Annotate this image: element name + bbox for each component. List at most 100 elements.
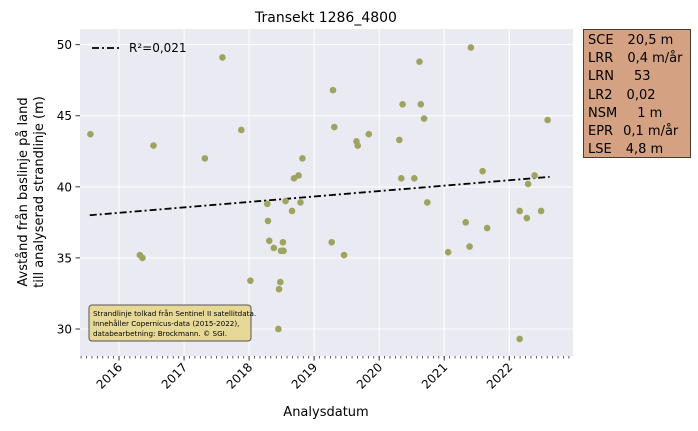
data-point	[280, 247, 287, 255]
data-point	[270, 244, 278, 252]
data-point	[516, 335, 523, 343]
data-point	[411, 174, 418, 182]
x-tick-label: 2017	[159, 360, 190, 391]
data-point	[467, 44, 475, 51]
data-point	[483, 224, 491, 232]
grid	[80, 29, 573, 356]
data-point	[275, 325, 282, 333]
data-point	[524, 180, 532, 188]
data-point	[275, 285, 283, 293]
data-point	[219, 54, 226, 61]
y-tick-label: 40	[57, 180, 72, 194]
data-point	[479, 167, 486, 175]
data-point	[299, 155, 306, 162]
stat-row-lrr: LRR 0,4 m/år	[588, 50, 686, 68]
data-point	[365, 130, 373, 138]
x-minor-ticks	[80, 356, 570, 359]
data-point	[417, 101, 425, 108]
plot-area	[80, 29, 573, 356]
data-point	[466, 243, 473, 250]
data-points	[87, 44, 551, 343]
data-point	[420, 115, 428, 122]
data-point	[523, 214, 531, 222]
y-tick-label: 50	[57, 38, 72, 52]
data-point	[537, 207, 545, 215]
source-annotation: Strandlinje tolkad från Sentinel II sate…	[88, 304, 256, 342]
data-point	[396, 136, 403, 144]
chart-title: Transekt 1286_4800	[254, 10, 397, 26]
stat-value: 0,4 m/år	[627, 51, 683, 67]
stat-label: LRN	[588, 69, 614, 85]
data-point	[544, 116, 551, 124]
x-tick-label: 2018	[224, 360, 255, 391]
data-point	[424, 199, 431, 206]
y-axis-label-line-1: Avstånd från baslinje på land	[16, 97, 31, 286]
x-tick-label: 2019	[289, 360, 320, 391]
stat-value: 1 m	[637, 105, 663, 121]
data-point	[516, 207, 523, 215]
data-point	[282, 197, 289, 205]
stat-label: SCE	[588, 33, 614, 48]
y-tick-label: 35	[57, 251, 72, 265]
x-axis: 2016 2017 2018 2019 2020 2021 2022	[94, 356, 515, 392]
data-point	[399, 101, 406, 108]
x-tick-label: 2021	[419, 360, 450, 391]
data-point	[264, 200, 271, 208]
data-point	[201, 155, 209, 162]
x-tick-label: 2016	[94, 360, 125, 391]
y-axis: 30 35 40 45 50	[57, 38, 80, 336]
stat-value: 53	[634, 69, 651, 85]
data-point	[531, 172, 538, 179]
x-tick-label: 2022	[484, 360, 515, 391]
data-point	[328, 238, 336, 246]
stat-label: LR2	[588, 87, 613, 103]
stat-row-lr2: LR2 0,02	[588, 87, 686, 105]
annotation-box	[88, 304, 252, 342]
stat-value: 20,5 m	[627, 33, 674, 48]
stats-box: SCE 20,5 m LRR 0,4 m/år LRN 53 LR2 0,02 NSM 1…	[583, 29, 691, 158]
stat-value: 0,02	[626, 87, 656, 103]
legend: R²=0,021	[92, 41, 187, 55]
stat-row-epr: EPR 0,1 m/år	[588, 123, 686, 141]
data-point	[295, 172, 302, 179]
stat-label: NSM	[588, 105, 618, 121]
data-point	[288, 207, 296, 215]
annotation-line-2: Innehåller Copernicus-data (2015-2022),	[93, 319, 239, 328]
data-point	[297, 199, 304, 206]
trend-line	[89, 175, 550, 217]
data-point	[329, 86, 337, 94]
data-point	[87, 130, 94, 138]
data-point	[264, 217, 272, 225]
data-point	[265, 237, 273, 245]
data-point	[416, 58, 423, 65]
data-point	[247, 277, 254, 284]
data-point	[340, 251, 348, 259]
x-axis-label: Analysdatum	[283, 405, 368, 420]
stat-row-lrn: LRN 53	[588, 68, 686, 86]
x-tick-label: 2020	[354, 360, 385, 391]
data-point	[237, 126, 245, 134]
y-tick-label: 30	[57, 322, 72, 336]
stat-label: EPR	[588, 124, 614, 140]
stat-row-sce: SCE 20,5 m	[588, 32, 686, 50]
data-point	[397, 174, 405, 182]
data-point	[279, 238, 287, 246]
y-tick-label: 45	[57, 109, 72, 123]
data-point	[139, 254, 146, 262]
stat-row-nsm: NSM 1 m	[588, 105, 686, 123]
data-point	[277, 278, 284, 286]
stat-label: LRR	[588, 51, 614, 67]
stat-row-lse: LSE 4,8 m	[588, 141, 686, 159]
annotation-line-3: databearbetning: Brockmann. © SGI.	[93, 329, 227, 338]
data-point	[150, 142, 157, 149]
stat-value: 4,8 m	[625, 142, 664, 158]
data-point	[354, 142, 362, 149]
legend-label: R²=0,021	[129, 41, 187, 55]
data-point	[444, 248, 452, 256]
stat-value: 0,1 m/år	[623, 124, 679, 140]
data-point	[462, 219, 469, 226]
stat-label: LSE	[588, 142, 612, 158]
data-point	[331, 123, 338, 131]
y-axis-label-line-2: till analyserad strandlinje (m)	[32, 96, 47, 288]
